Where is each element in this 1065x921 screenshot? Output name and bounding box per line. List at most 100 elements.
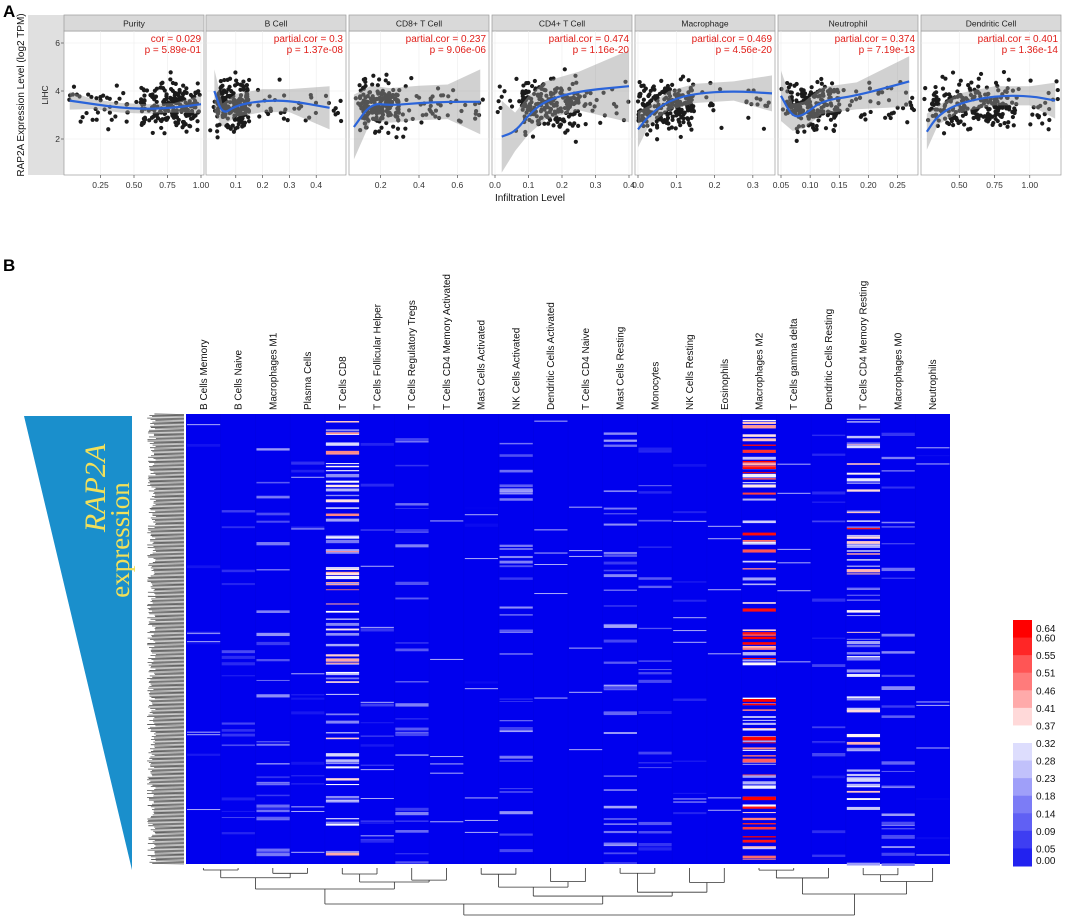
heatmap-cell <box>291 775 325 777</box>
heatmap-cell <box>430 658 464 660</box>
scatter-point <box>929 106 934 111</box>
facet-title: Macrophage <box>681 19 729 29</box>
scatter-point <box>168 70 173 75</box>
heatmap-cell <box>221 744 255 747</box>
legend-swatch <box>1013 743 1032 762</box>
heatmap-cell <box>638 546 672 548</box>
scatter-point <box>98 94 103 100</box>
scatter-point <box>573 139 578 144</box>
correlation-value: partial.cor = 0.3 <box>274 34 344 45</box>
scatter-point <box>941 131 947 136</box>
scatter-point <box>809 110 814 115</box>
scatter-point <box>754 96 759 101</box>
heatmap-cell <box>742 484 776 488</box>
scatter-point <box>236 98 241 103</box>
scatter-point <box>910 95 915 100</box>
heatmap-cell <box>742 520 776 524</box>
scatter-point <box>246 97 251 102</box>
scatter-point <box>381 96 387 101</box>
heatmap-cell <box>325 573 360 575</box>
heatmap-cell <box>846 631 881 633</box>
legend-swatch <box>1013 795 1032 814</box>
scatter-point <box>292 106 297 111</box>
heatmap-cell <box>846 773 881 777</box>
heatmap-cell <box>325 784 360 786</box>
heatmap-cell <box>603 561 637 565</box>
scatter-point <box>795 92 800 97</box>
scatter-point <box>225 116 230 121</box>
scatter-point <box>232 117 237 122</box>
heatmap-cell <box>499 488 533 492</box>
heatmap-cell <box>325 681 360 683</box>
heatmap-cell <box>603 844 637 847</box>
scatter-point <box>930 113 935 119</box>
scatter-point <box>704 95 709 100</box>
x-tick-label: 0.1 <box>670 180 682 190</box>
y-tick-label: 4 <box>55 86 60 96</box>
scatter-point <box>867 80 872 85</box>
column-label: T Cells Follicular Helper <box>373 303 384 410</box>
column-label: T Cells Regulatory Tregs <box>407 300 418 410</box>
scatter-point <box>665 115 671 121</box>
scatter-point <box>936 102 941 107</box>
heatmap-cell <box>881 705 915 708</box>
scatter-point <box>557 124 562 129</box>
scatter-point <box>746 115 751 120</box>
scatter-point <box>968 88 973 93</box>
scatter-point <box>377 105 382 110</box>
scatter-point <box>976 84 981 89</box>
scatter-point <box>433 108 439 113</box>
heatmap-cell <box>846 709 881 713</box>
column-label: Macrophages M1 <box>268 332 279 410</box>
heatmap-cell <box>707 538 742 540</box>
scatter-point <box>562 67 567 72</box>
heatmap-cell <box>360 839 394 843</box>
scatter-point <box>303 118 308 123</box>
scatter-point <box>592 104 597 109</box>
scatter-point <box>520 89 525 94</box>
heatmap-cell <box>395 681 429 683</box>
heatmap-cell <box>846 777 881 779</box>
x-tick-label: 0.2 <box>375 180 387 190</box>
scatter-point <box>806 123 811 128</box>
scatter-point <box>244 83 250 88</box>
scatter-point <box>114 83 119 88</box>
scatter-point <box>141 121 146 126</box>
heatmap-cell <box>742 662 776 666</box>
heatmap-cell <box>187 632 221 634</box>
scatter-point <box>976 116 981 122</box>
heatmap-cell <box>846 534 881 537</box>
scatter-point <box>403 118 409 123</box>
scatter-point <box>403 126 408 131</box>
heatmap-cell <box>881 567 915 572</box>
trend-line <box>637 90 773 131</box>
heatmap-cell <box>881 633 915 637</box>
heatmap-cell <box>325 484 360 488</box>
heatmap-cell <box>360 821 394 824</box>
scatter-point <box>794 126 799 131</box>
scatter-point <box>532 78 537 84</box>
scatter-point <box>942 116 948 121</box>
heatmap-cell <box>673 760 707 762</box>
facet-b-cell: B Cell partial.cor = 0.3p = 1.37e-08 0.1 0.… <box>205 14 347 190</box>
scatter-point <box>174 114 179 119</box>
scatter-point <box>647 92 652 97</box>
scatter-point <box>241 123 247 128</box>
heatmap-cell <box>395 703 429 707</box>
scatter-point <box>177 89 182 95</box>
heatmap-cell <box>846 510 881 512</box>
heatmap-cell <box>291 469 325 473</box>
scatter-point <box>853 97 859 102</box>
scatter-point <box>660 89 665 95</box>
scatter-point <box>800 123 806 129</box>
scatter-point <box>665 121 670 126</box>
scatter-point <box>689 115 694 120</box>
scatter-point <box>670 117 675 122</box>
scatter-point <box>800 94 805 99</box>
confidence-band <box>926 82 1056 150</box>
heatmap-cell <box>221 650 255 654</box>
scatter-point <box>171 108 177 113</box>
scatter-point <box>567 104 572 109</box>
scatter-point <box>570 81 575 87</box>
heatmap-cell <box>256 816 290 819</box>
